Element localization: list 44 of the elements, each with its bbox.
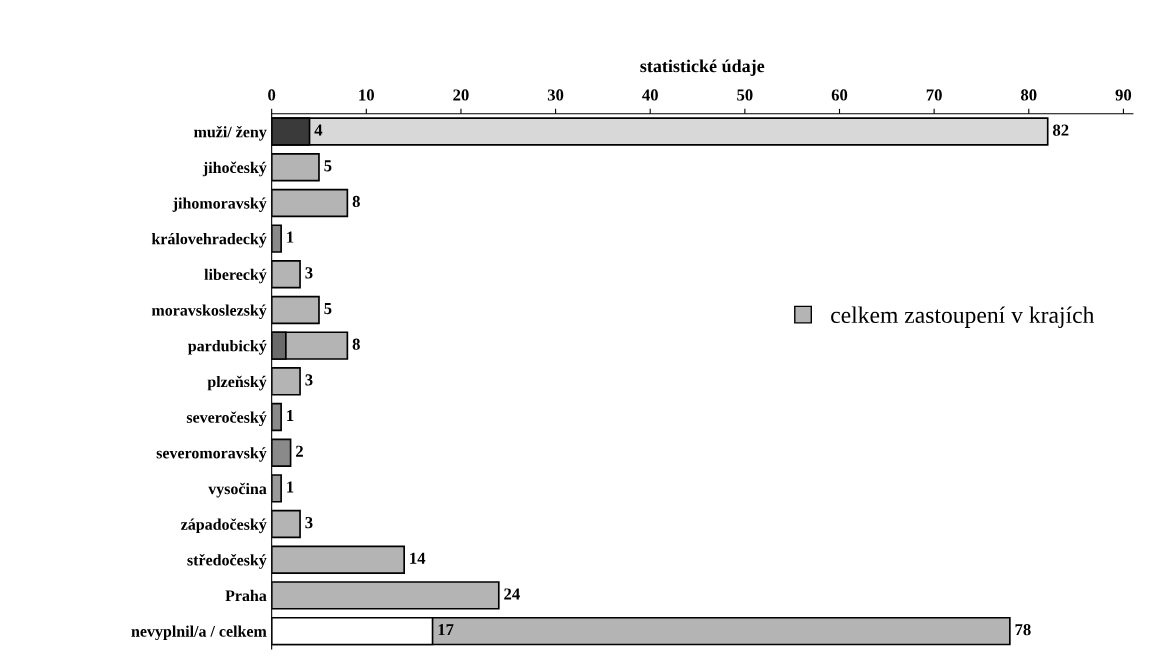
y-tick-label: pardubický	[188, 340, 267, 355]
data-label: 3	[305, 517, 313, 529]
y-tick-label: Praha	[225, 589, 267, 602]
data-label: 1	[287, 231, 294, 243]
data-label: 8	[352, 338, 360, 350]
x-tick-label: 40	[642, 89, 658, 101]
data-label: 17	[438, 624, 454, 636]
data-label: 14	[410, 552, 426, 564]
data-label: 24	[504, 588, 520, 600]
x-tick-label: 50	[737, 89, 753, 101]
y-tick-label: severočeský	[186, 411, 267, 427]
data-label: 8	[352, 195, 360, 208]
y-tick-label: plzeňský	[207, 375, 267, 391]
data-label: 3	[305, 267, 313, 279]
data-label: 82	[1052, 124, 1069, 136]
y-tick-label: středočeský	[187, 554, 267, 569]
y-tick-label: liberecký	[204, 268, 267, 284]
data-label: 5	[324, 160, 332, 172]
x-tick-label: 60	[831, 89, 848, 101]
x-tick-label: 80	[1021, 89, 1037, 101]
x-tick-label: 70	[926, 89, 942, 101]
data-label: 5	[324, 303, 332, 315]
y-tick-label: moravskoslezský	[151, 304, 267, 319]
y-tick-label: královehradecký	[151, 233, 267, 248]
y-tick-label: nevyplnil/a / celkem	[131, 625, 267, 641]
x-tick-label: 0	[268, 89, 276, 101]
data-label: 3	[305, 374, 313, 386]
x-tick-label: 30	[547, 89, 564, 101]
chart-title: statistické údaje	[640, 59, 765, 76]
x-tick-label: 20	[453, 89, 469, 101]
data-label: 2	[296, 445, 303, 457]
y-tick-label: jihomoravský	[172, 197, 267, 212]
data-label: 4	[314, 124, 323, 136]
x-tick-label: 10	[359, 89, 374, 101]
y-tick-label: jihočeský	[202, 161, 267, 177]
data-label: 1	[287, 410, 294, 422]
y-tick-label: muži/ ženy	[194, 125, 267, 141]
data-label: 78	[1015, 624, 1031, 636]
y-tick-label: severomoravský	[156, 447, 267, 462]
y-tick-label: západočeský	[181, 518, 267, 534]
data-label: 1	[287, 481, 294, 493]
x-tick-label: 90	[1115, 89, 1132, 101]
legend-label: celkem zastoupení v krajích	[831, 306, 1095, 328]
y-tick-label: vysočina	[208, 482, 267, 498]
